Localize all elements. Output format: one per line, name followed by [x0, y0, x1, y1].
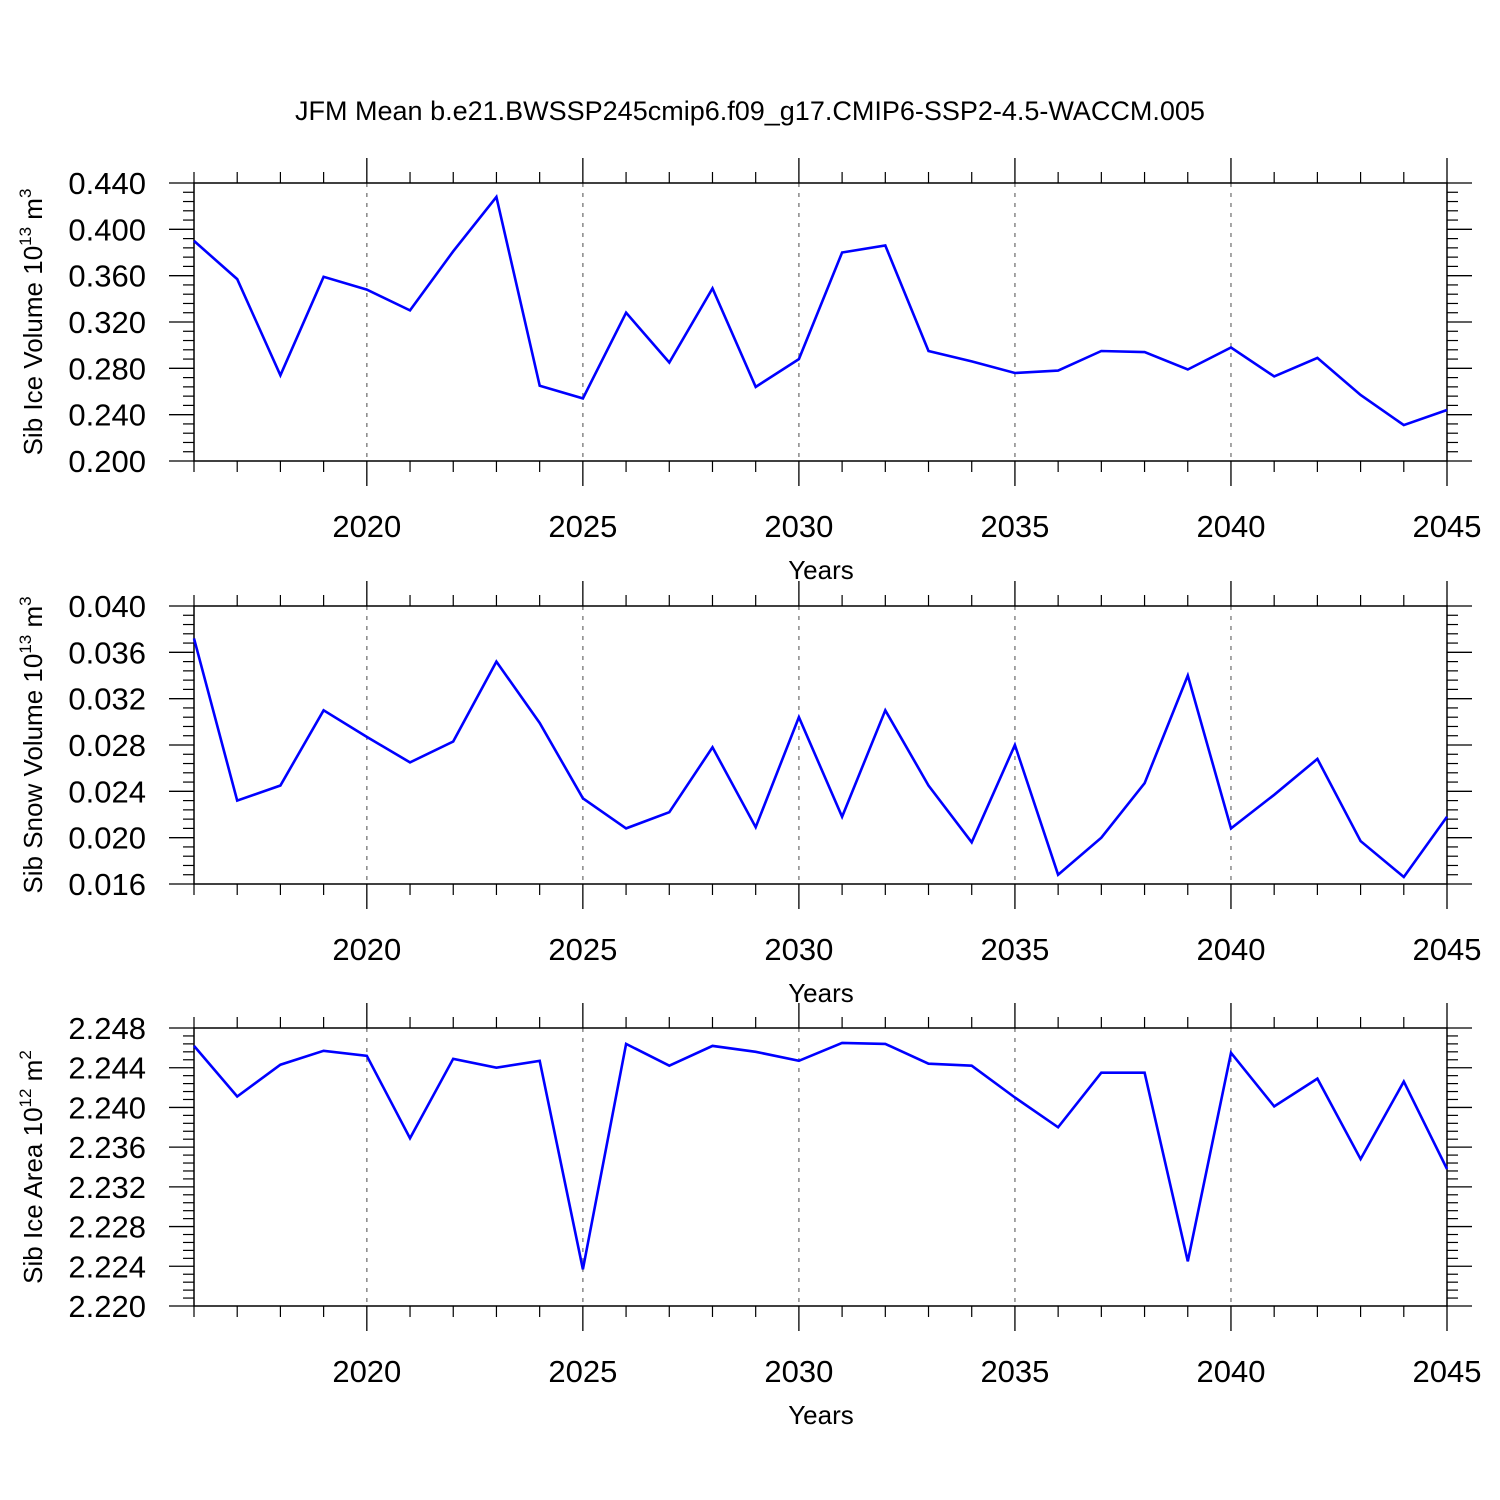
y-tick-label: 2.248: [68, 1011, 146, 1046]
y-tick-label: 0.040: [68, 589, 146, 624]
plot-frame: [193, 182, 1448, 462]
y-axis-label-part: m: [18, 198, 48, 227]
y-tick-label: 0.020: [68, 821, 146, 856]
y-axis-label-part: m: [18, 606, 48, 635]
x-tick-label: 2020: [332, 1354, 401, 1389]
x-tick-label: 2045: [1413, 509, 1482, 544]
x-tick-label: 2030: [764, 1354, 833, 1389]
chart-panel-ice-volume: 0.200 0.240 0.280 0.320 0.360 0.400 0.440 2020 2…: [16, 158, 1481, 585]
y-tick-label: 0.360: [68, 259, 146, 294]
plot-frame: [193, 605, 1448, 885]
chart-panel-ice-area: 2.220 2.224 2.228 2.232 2.236 2.240 2.244 2.248…: [16, 1003, 1481, 1430]
x-tick-label: 2020: [332, 509, 401, 544]
y-tick-label: 0.016: [68, 867, 146, 902]
y-axis-label: Sib Snow Volume 1013 m3: [16, 596, 48, 893]
series-line: [192, 638, 1449, 879]
y-axis-label-part: 13: [16, 227, 35, 246]
x-tick-label: 2035: [980, 932, 1049, 967]
y-axis-label-part: 12: [16, 1089, 35, 1108]
x-tick-label: 2045: [1413, 1354, 1482, 1389]
y-tick-label: 0.024: [68, 774, 146, 809]
x-tick-label: 2035: [980, 509, 1049, 544]
y-axis-label-part: m: [18, 1060, 48, 1089]
x-tick-label: 2025: [548, 509, 617, 544]
x-tick-label: 2025: [548, 932, 617, 967]
y-axis-label: Sib Ice Area 1012 m2: [16, 1050, 48, 1284]
x-axis-label: Years: [788, 978, 854, 1008]
y-axis-label-part: 2: [16, 1050, 35, 1059]
x-axis-label: Years: [788, 1400, 854, 1430]
y-tick-label: 2.240: [68, 1090, 146, 1125]
y-tick-label: 0.440: [68, 166, 146, 201]
y-tick-label: 0.240: [68, 398, 146, 433]
y-tick-label: 2.228: [68, 1210, 146, 1245]
y-tick-label: 0.320: [68, 305, 146, 340]
x-tick-label: 2040: [1196, 1354, 1265, 1389]
x-tick-label: 2040: [1196, 932, 1265, 967]
y-tick-label: 2.236: [68, 1130, 146, 1165]
x-tick-label: 2020: [332, 932, 401, 967]
x-tick-label: 2025: [548, 1354, 617, 1389]
x-axis-label: Years: [788, 555, 854, 585]
y-tick-label: 0.400: [68, 212, 146, 247]
x-tick-label: 2030: [764, 932, 833, 967]
chart-panel-snow-volume: 0.016 0.020 0.024 0.028 0.032 0.036 0.040 2020 2…: [16, 581, 1481, 1008]
y-axis-label-part: Sib Ice Volume 10: [18, 246, 48, 456]
y-tick-label: 0.036: [68, 635, 146, 670]
y-tick-label: 0.028: [68, 728, 146, 763]
y-axis-label-part: 13: [16, 635, 35, 654]
y-tick-label: 2.232: [68, 1170, 146, 1205]
y-tick-label: 0.280: [68, 351, 146, 386]
y-tick-label: 2.220: [68, 1289, 146, 1324]
x-tick-label: 2040: [1196, 509, 1265, 544]
figure-title: JFM Mean b.e21.BWSSP245cmip6.f09_g17.CMI…: [295, 96, 1205, 126]
y-axis-label-part: 3: [16, 189, 35, 198]
y-axis-label-part: 3: [16, 596, 35, 605]
y-tick-label: 0.032: [68, 682, 146, 717]
y-tick-label: 2.224: [68, 1249, 146, 1284]
x-tick-label: 2045: [1413, 932, 1482, 967]
y-tick-label: 2.244: [68, 1051, 146, 1086]
x-tick-label: 2030: [764, 509, 833, 544]
y-axis-label-part: Sib Snow Volume 10: [18, 654, 48, 894]
y-axis-label-part: Sib Ice Area 10: [18, 1107, 48, 1283]
x-tick-label: 2035: [980, 1354, 1049, 1389]
y-tick-label: 0.200: [68, 444, 146, 479]
y-axis-label: Sib Ice Volume 1013 m3: [16, 189, 48, 456]
series-line: [193, 1041, 1449, 1270]
series-line: [193, 193, 1448, 427]
plot-frame: [193, 1027, 1448, 1307]
